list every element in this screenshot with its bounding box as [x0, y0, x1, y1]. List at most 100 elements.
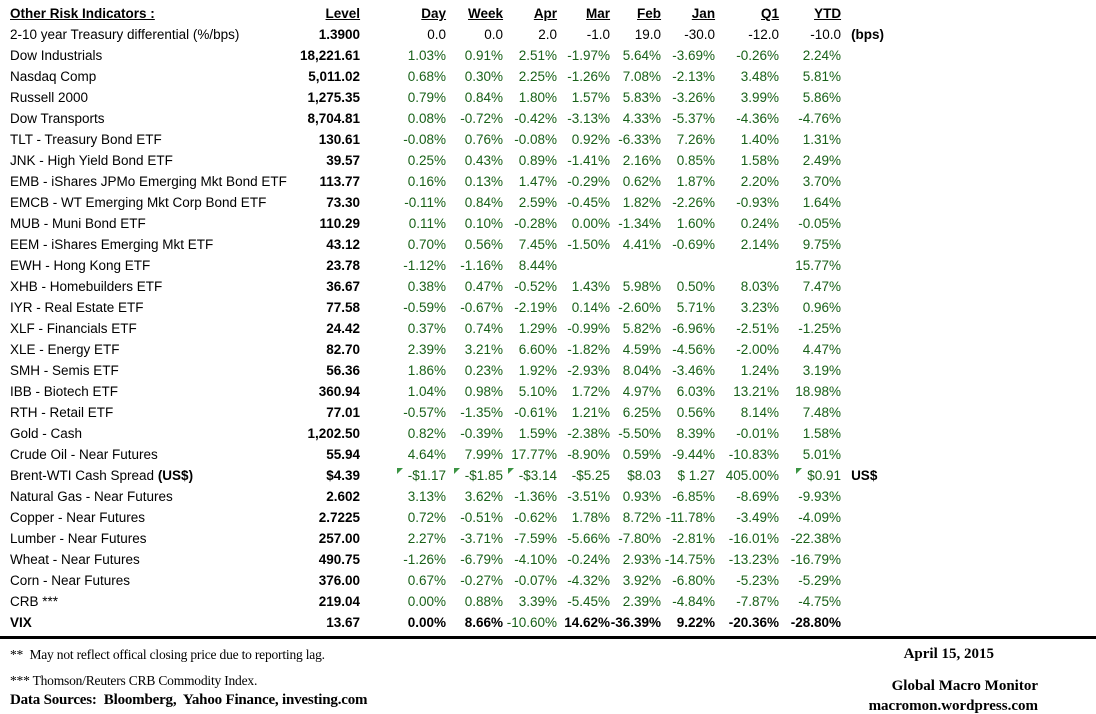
value-text: 19.0	[634, 27, 662, 42]
value-text: 0.70%	[407, 237, 447, 252]
column-header-mar: Mar	[557, 3, 610, 24]
value-text: -1.97%	[567, 48, 611, 63]
row-label-text: Gold - Cash	[10, 426, 83, 441]
level-cell: 23.78	[326, 258, 361, 273]
row-label: EEM - iShares Emerging Mkt ETF	[10, 234, 300, 255]
value-cell: -2.60%	[610, 297, 661, 318]
value-cell: -0.27%	[446, 570, 503, 591]
value-text: -0.01%	[736, 426, 780, 441]
value-text: 2.20%	[740, 174, 780, 189]
row-label-text: Lumber - Near Futures	[10, 531, 147, 546]
value-text: 0.56%	[464, 237, 504, 252]
table-row: IBB - Biotech ETF 360.94 1.04% 0.98% 5.10% 1.…	[10, 381, 961, 402]
row-label: Dow Industrials	[10, 45, 300, 66]
value-cell: 5.71%	[661, 297, 715, 318]
table-row: IYR - Real Estate ETF 77.58 -0.59% -0.67% -2…	[10, 297, 961, 318]
table-row: Nasdaq Comp 5,011.02 0.68% 0.30% 2.25% -1.26%…	[10, 66, 961, 87]
row-label-text: Natural Gas - Near Futures	[10, 489, 173, 504]
value-text: 7.08%	[622, 69, 662, 84]
row-label: JNK - High Yield Bond ETF	[10, 150, 300, 171]
footnote-reporting-lag: ** May not reflect offical closing price…	[10, 647, 325, 662]
value-cell: -2.13%	[661, 66, 715, 87]
value-text: -1.12%	[403, 258, 447, 273]
value-text: 1.64%	[802, 195, 842, 210]
value-cell: -0.93%	[715, 192, 779, 213]
row-label-text: EMCB - WT Emerging Mkt Corp Bond ETF	[10, 195, 267, 210]
value-text: -3.46%	[672, 363, 716, 378]
value-text: 1.58%	[740, 153, 780, 168]
value-text: -0.93%	[736, 195, 780, 210]
column-header-feb: Feb	[610, 3, 661, 24]
value-cell: -1.97%	[557, 45, 610, 66]
value-text: 1.80%	[518, 90, 558, 105]
value-text: -6.80%	[672, 573, 716, 588]
table-row: TLT - Treasury Bond ETF 130.61 -0.08% 0.76%…	[10, 129, 961, 150]
column-header-text: Apr	[533, 6, 558, 21]
value-text: 5.82%	[622, 321, 662, 336]
value-cell: 0.74%	[446, 318, 503, 339]
value-cell: 0.00%	[360, 612, 446, 633]
value-text: 1.78%	[571, 510, 611, 525]
value-text: 2.93%	[622, 552, 662, 567]
level-cell: 110.29	[319, 216, 361, 231]
value-text: -0.67%	[460, 300, 504, 315]
value-text: 0.0	[427, 27, 447, 42]
value-cell: 2.0	[503, 24, 557, 45]
value-text: 0.14%	[571, 300, 611, 315]
value-cell: -5.66%	[557, 528, 610, 549]
value-text: -$3.14	[518, 468, 558, 483]
value-cell: -5.37%	[661, 108, 715, 129]
value-cell: 1.58%	[779, 423, 841, 444]
value-text: 13.21%	[733, 384, 780, 399]
value-text: 0.72%	[407, 510, 447, 525]
value-text: 5.10%	[518, 384, 558, 399]
value-cell: 1.47%	[503, 171, 557, 192]
table-row: Corn - Near Futures 376.00 0.67% -0.27% -0.0…	[10, 570, 961, 591]
value-text: 0.62%	[622, 174, 662, 189]
value-cell: -13.23%	[715, 549, 779, 570]
table-row: SMH - Semis ETF 56.36 1.86% 0.23% 1.92% -2.93…	[10, 360, 961, 381]
row-label-text: MUB - Muni Bond ETF	[10, 216, 146, 231]
value-cell: 0.25%	[360, 150, 446, 171]
value-text: -0.07%	[514, 573, 558, 588]
row-label-text: XHB - Homebuilders ETF	[10, 279, 163, 294]
value-text: -4.56%	[672, 342, 716, 357]
row-label-text: Copper - Near Futures	[10, 510, 146, 525]
value-cell: -0.61%	[503, 402, 557, 423]
value-cell: -4.76%	[779, 108, 841, 129]
value-cell: 0.62%	[610, 171, 661, 192]
value-cell: 14.62%	[557, 612, 610, 633]
note-cell	[841, 87, 961, 108]
row-label-text: JNK - High Yield Bond ETF	[10, 153, 173, 168]
comment-flag-icon	[507, 468, 514, 474]
note-cell	[841, 486, 961, 507]
report-date: April 15, 2015	[903, 646, 994, 662]
value-text: 6.03%	[676, 384, 716, 399]
value-cell: 2.25%	[503, 66, 557, 87]
value-cell: 0.56%	[446, 234, 503, 255]
footnote-crb-index: *** Thomson/Reuters CRB Commodity Index.	[10, 673, 258, 688]
value-cell: -6.33%	[610, 129, 661, 150]
value-text: -5.37%	[672, 111, 716, 126]
value-text: -4.75%	[798, 594, 842, 609]
value-cell: -0.29%	[557, 171, 610, 192]
value-cell: -0.72%	[446, 108, 503, 129]
value-text: -2.38%	[567, 426, 611, 441]
row-label-text: Crude Oil - Near Futures	[10, 447, 158, 462]
level-cell: 130.61	[318, 132, 361, 147]
value-text: -1.35%	[460, 405, 504, 420]
value-cell: -1.34%	[610, 213, 661, 234]
value-text: -0.61%	[514, 405, 558, 420]
value-cell: -1.25%	[779, 318, 841, 339]
value-cell: 0.10%	[446, 213, 503, 234]
value-cell: 19.0	[610, 24, 661, 45]
value-cell: 1.24%	[715, 360, 779, 381]
row-label-text: IYR - Real Estate ETF	[10, 300, 144, 315]
table-row: JNK - High Yield Bond ETF 39.57 0.25% 0.43%…	[10, 150, 961, 171]
value-text: 7.47%	[802, 279, 842, 294]
value-cell: -7.59%	[503, 528, 557, 549]
value-cell: 4.47%	[779, 339, 841, 360]
value-cell: 8.72%	[610, 507, 661, 528]
value-cell: 0.82%	[360, 423, 446, 444]
value-text: 4.47%	[802, 342, 842, 357]
